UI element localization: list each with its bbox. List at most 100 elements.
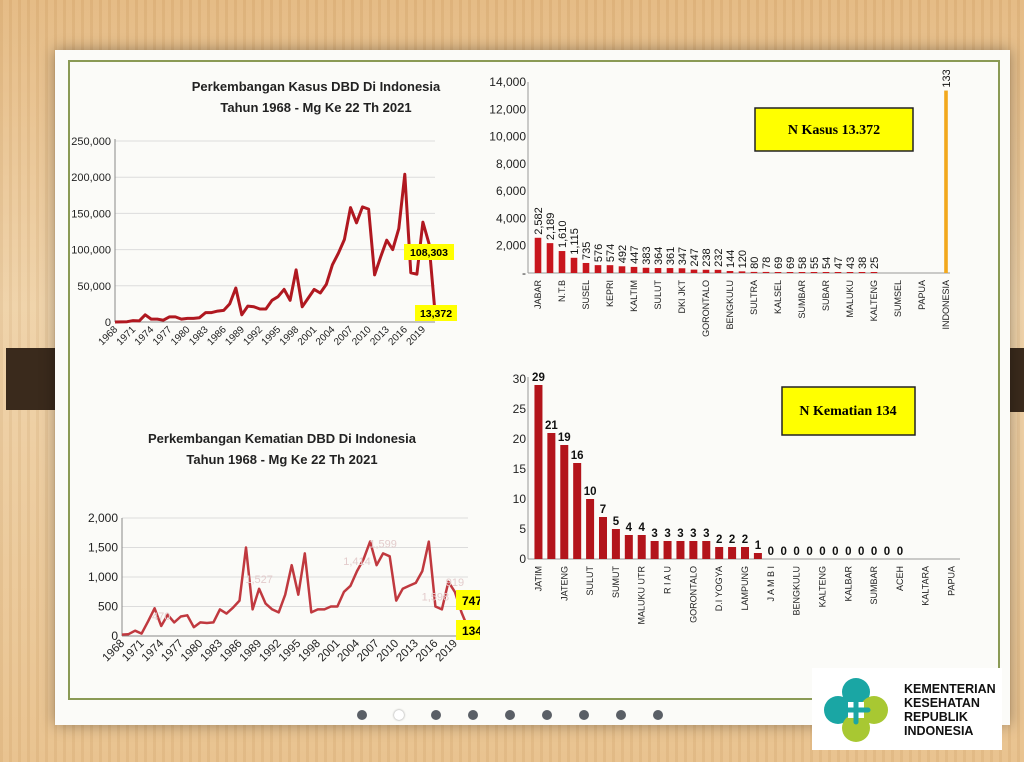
c2-value-label: 120 [737,250,749,268]
pager-dot-4[interactable] [468,710,478,720]
c1-x-tick-label: 1971 [115,324,139,348]
c2-value-label: 492 [617,245,629,263]
c2-value-label: 1,610 [557,221,569,249]
c2-y-tick-label: - [522,266,526,280]
c4-y-tick-label: 30 [513,372,527,386]
logo-line-3: REPUBLIK [904,710,968,724]
c4-x-tick-label: KALTARA [921,566,931,606]
c4-bar [637,535,646,559]
c2-value-label: 232 [713,248,725,266]
c1-y-tick-label: 100,000 [71,245,111,257]
c1-x-tick-label: 2010 [350,324,374,348]
c2-y-tick-label: 10,000 [489,130,526,144]
slide-pager [357,710,663,720]
c2-x-tick-label: SULTRA [749,280,759,315]
c3-x-tick-label: 2016 [414,638,441,665]
c4-value-label: 19 [558,432,571,444]
c2-bar [774,272,782,273]
c4-x-tick-label: SUMBAR [869,566,879,605]
c4-x-tick-label: KALBAR [843,566,853,602]
c2-bar [678,268,686,273]
c2-value-label: 54 [821,257,833,269]
c1-x-tick-label: 1989 [223,324,247,348]
c2-value-label: 43 [845,257,857,269]
c4-x-tick-label: GORONTALO [688,566,698,623]
c2-bar [798,272,806,273]
c4-y-tick-label: 0 [519,552,526,566]
c1-x-tick-label: 1986 [205,324,229,348]
cases-chart-title-line1: Perkembangan Kasus DBD Di Indonesia [192,79,441,94]
deaths-faint-data-label: 919 [446,577,464,589]
c2-value-label: 144 [725,250,737,268]
c4-bar [702,541,711,559]
c4-bar [560,445,569,559]
c1-x-tick-label: 1974 [133,324,157,348]
c2-value-label: 1,115 [569,228,581,255]
c4-y-tick-label: 25 [513,402,527,416]
c2-bar [594,265,602,273]
c2-bar [762,271,770,273]
c4-value-label: 0 [781,546,787,558]
c1-y-tick-label: 250,000 [71,136,111,148]
pager-dot-2[interactable] [394,710,404,720]
pager-dot-9[interactable] [653,710,663,720]
c4-y-tick-label: 20 [513,432,527,446]
c2-x-tick-label: SUSEL [581,280,591,310]
kemenkes-logo: KEMENTERIAN KESEHATAN REPUBLIK INDONESIA [812,668,1002,750]
c4-x-tick-label: BENGKULU [792,566,802,616]
c4-value-label: 0 [884,546,890,558]
c2-bar [558,251,566,273]
c3-x-tick-label: 1968 [101,638,128,665]
cases-chart-title-line2: Tahun 1968 - Mg Ke 22 Th 2021 [220,100,411,115]
c2-value-label: 69 [785,257,797,269]
c4-bar [534,385,543,559]
c4-value-label: 3 [664,528,670,540]
c2-value-label: 247 [689,248,701,266]
c1-x-tick-label: 2004 [314,324,338,348]
c4-value-label: 1 [755,540,762,552]
pager-dot-7[interactable] [579,710,589,720]
c1-y-tick-label: 0 [105,317,111,329]
c2-value-label: 55 [809,257,821,269]
c4-bar [573,463,582,559]
pager-dot-5[interactable] [505,710,515,720]
c4-x-tick-label: PAPUA [947,566,957,596]
cases-annotation-2021-label: 13,372 [420,308,452,320]
c4-value-label: 3 [677,528,683,540]
c4-bar [663,541,672,559]
c2-x-tick-label: SUMSEL [893,280,903,317]
c2-x-tick-label: PAPUA [917,280,927,310]
c2-y-tick-label: 8,000 [496,157,526,171]
deaths-annotation-2020-label: 747 [462,594,480,608]
c2-x-tick-label: N.T.B [557,280,567,302]
c4-bar [598,517,608,559]
c4-value-label: 3 [703,528,709,540]
deaths-annotation-2020: 747 [456,590,480,610]
pager-dot-6[interactable] [542,710,552,720]
c3-y-tick-label: 500 [98,600,118,614]
c2-bar [546,243,554,273]
c2-value-label: 735 [581,242,593,260]
c1-x-tick-label: 1998 [278,324,302,348]
c2-x-tick-label: KALTENG [869,280,879,321]
c4-x-tick-label: J A M B I [766,566,776,602]
c3-y-tick-label: 1,000 [88,570,118,584]
pager-dot-3[interactable] [431,710,441,720]
c4-value-label: 2 [729,534,735,546]
c2-x-tick-label: SULUT [653,280,663,310]
c2-bar [810,272,818,273]
c4-bar [650,541,659,559]
pager-dot-8[interactable] [616,710,626,720]
logo-line-4: INDONESIA [904,724,974,738]
c4-value-label: 3 [651,528,657,540]
deaths-annotation-2021: 134 [456,620,480,640]
c2-y-tick-label: 12,000 [489,102,526,116]
c4-value-label: 0 [768,546,774,558]
c2-value-label: 238 [701,248,713,266]
c4-value-label: 16 [571,450,584,462]
c3-x-tick-label: 1998 [296,638,323,665]
c2-value-label: 2,582 [533,207,545,235]
c4-value-label: 29 [532,372,545,384]
pager-dot-1[interactable] [357,710,367,720]
c1-x-tick-label: 1977 [151,324,175,348]
